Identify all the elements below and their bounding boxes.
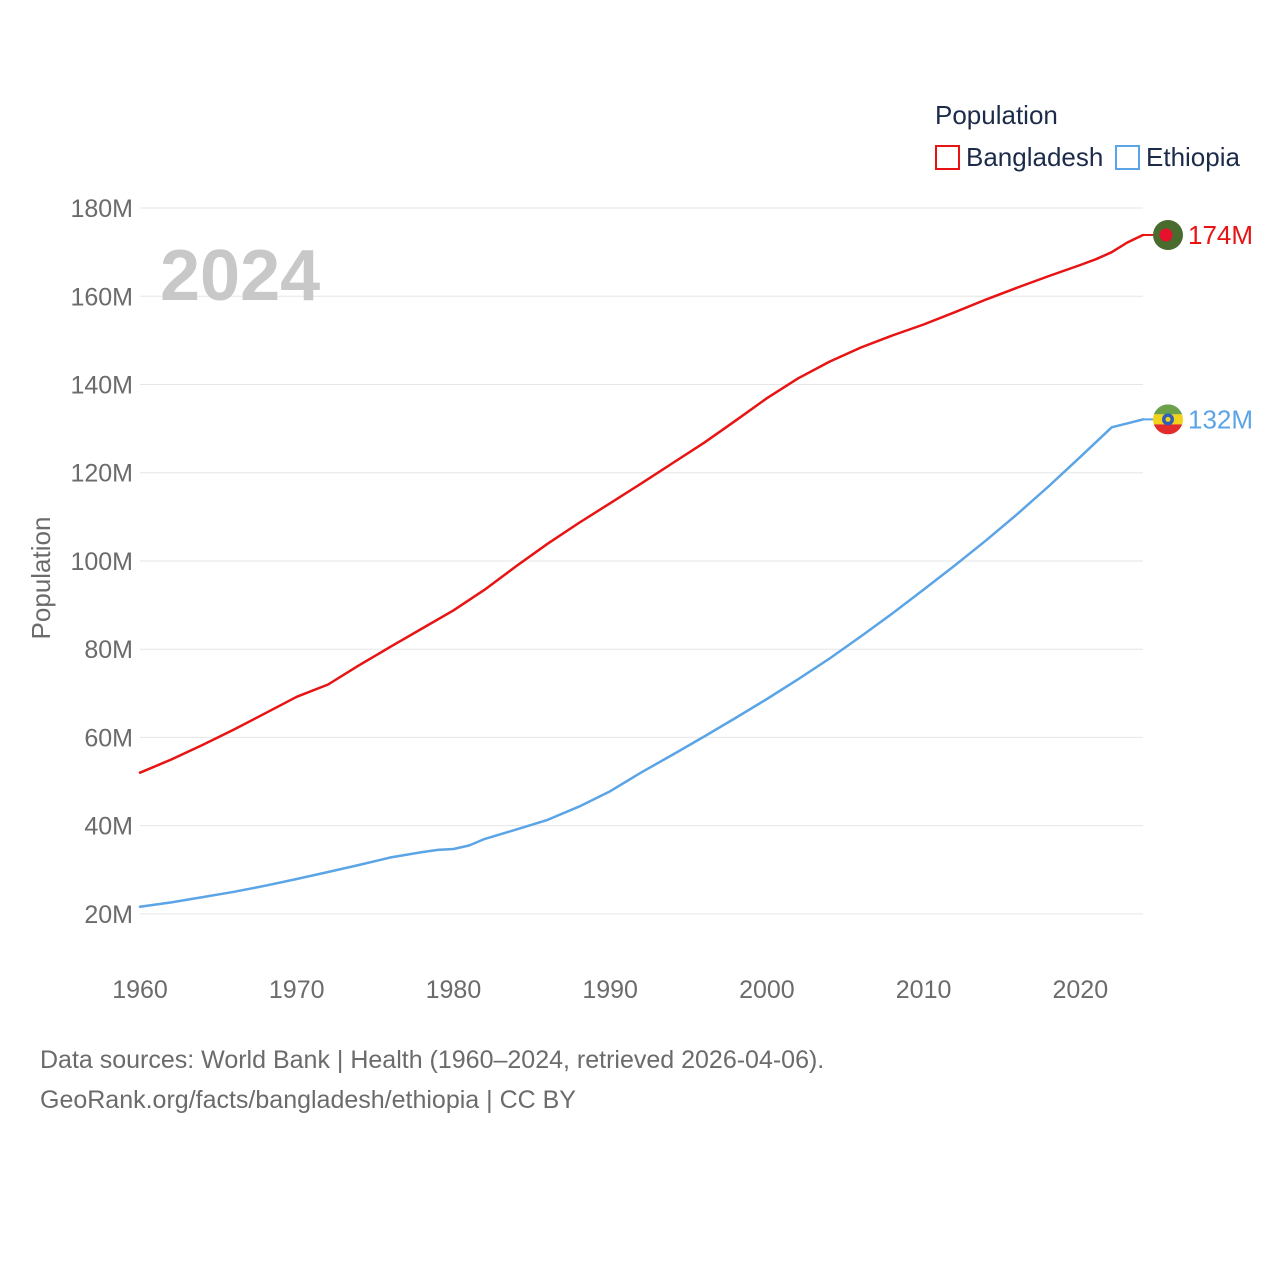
y-tick-180: 180M (70, 195, 133, 223)
bangladesh-flag-icon (1153, 219, 1183, 250)
x-tick-2020: 2020 (1053, 976, 1109, 1004)
y-tick-140: 140M (70, 372, 133, 400)
footer-source-link[interactable]: GeoRank.org/facts/bangladesh/ethiopia | … (40, 1086, 576, 1114)
legend-label-bangladesh: Bangladesh (966, 142, 1103, 172)
y-tick-160: 160M (70, 283, 133, 311)
x-tick-1970: 1970 (269, 976, 325, 1004)
y-tick-120: 120M (70, 460, 133, 488)
x-tick-1980: 1980 (426, 976, 482, 1004)
x-tick-labels: 1960 1970 1980 1990 2000 2010 2020 (112, 976, 1108, 1004)
year-watermark: 2024 (160, 236, 320, 316)
y-tick-40: 40M (84, 813, 133, 841)
y-tick-100: 100M (70, 548, 133, 576)
x-tick-1990: 1990 (582, 976, 638, 1004)
footer-data-sources: Data sources: World Bank | Health (1960–… (40, 1046, 825, 1074)
y-axis-label: Population (26, 517, 56, 640)
legend: Population Bangladesh Ethiopia (935, 100, 1240, 172)
footer-sources: Data sources: World Bank | Health (1960–… (40, 1040, 824, 1120)
y-tick-20: 20M (84, 901, 133, 929)
y-tick-80: 80M (84, 636, 133, 664)
series-line-bangladesh[interactable] (138, 233, 1145, 774)
end-label-bangladesh: 174M (1188, 220, 1253, 250)
x-tick-1960: 1960 (112, 976, 168, 1004)
legend-swatch-ethiopia (1115, 145, 1140, 170)
y-grid (140, 207, 1143, 915)
legend-item-ethiopia[interactable]: Ethiopia (1115, 142, 1240, 172)
series-line-ethiopia[interactable] (138, 418, 1145, 909)
series-lines (138, 233, 1145, 909)
x-tick-2000: 2000 (739, 976, 795, 1004)
series-endpoints: 174M 132M (1143, 219, 1253, 435)
ethiopia-flag-icon (1153, 404, 1183, 435)
legend-item-bangladesh[interactable]: Bangladesh (935, 142, 1103, 172)
x-tick-2010: 2010 (896, 976, 952, 1004)
end-label-ethiopia: 132M (1188, 404, 1253, 434)
legend-label-ethiopia: Ethiopia (1146, 142, 1240, 172)
legend-swatch-bangladesh (935, 145, 960, 170)
y-tick-60: 60M (84, 724, 133, 752)
y-tick-labels: 20M 40M 60M 80M 100M 120M 140M 160M 180M (70, 195, 133, 929)
legend-title: Population (935, 100, 1058, 130)
